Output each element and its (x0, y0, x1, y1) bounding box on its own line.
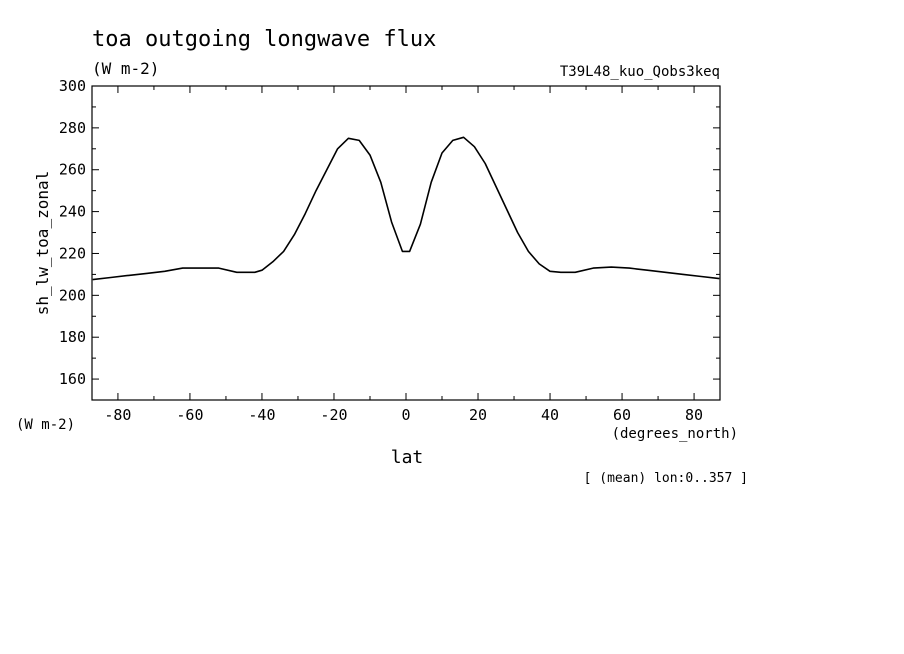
y-tick-label: 220 (59, 244, 86, 262)
x-axis-ticks: -80 -60 -40 -20 0 20 40 60 80 (104, 86, 703, 424)
x-tick-label: -80 (104, 406, 131, 424)
series-line (92, 136, 720, 281)
y-tick-label: 280 (59, 119, 86, 137)
y-tick-label: 160 (59, 370, 86, 388)
x-tick-label: 20 (469, 406, 487, 424)
series-group (92, 136, 720, 281)
y-tick-label: 200 (59, 286, 86, 304)
footnote: [ (mean) lon:0..357 ] (584, 471, 748, 486)
y-tick-label: 300 (59, 77, 86, 95)
x-axis-units: (degrees_north) (612, 426, 738, 442)
x-tick-label: 40 (541, 406, 559, 424)
y-tick-label: 180 (59, 328, 86, 346)
experiment-label: T39L48_kuo_Qobs3keq (560, 64, 720, 80)
y-tick-label: 260 (59, 161, 86, 179)
plot-frame (91, 85, 721, 401)
x-tick-label: -40 (248, 406, 275, 424)
y-axis-units: (W m-2) (16, 417, 75, 433)
chart-units: (W m-2) (92, 59, 159, 78)
y-axis-ticks: 160 180 200 220 240 260 280 300 (59, 77, 720, 388)
x-axis-label: lat (391, 447, 424, 468)
x-tick-label: 0 (401, 406, 410, 424)
x-tick-label: -60 (176, 406, 203, 424)
y-axis-label: sh_lw_toa_zonal (33, 171, 52, 316)
y-tick-label: 240 (59, 203, 86, 221)
chart-title: toa outgoing longwave flux (92, 27, 436, 52)
x-tick-label: 80 (685, 406, 703, 424)
x-tick-label: 60 (613, 406, 631, 424)
x-tick-label: -20 (320, 406, 347, 424)
